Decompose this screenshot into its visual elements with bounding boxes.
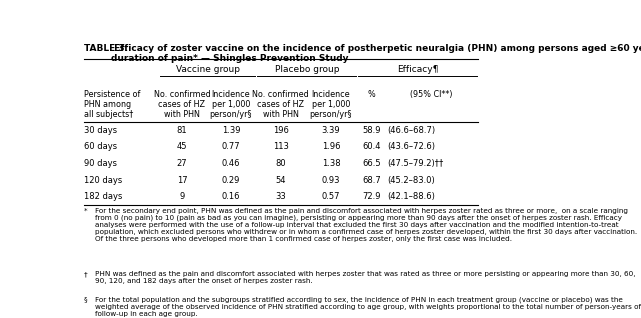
Text: 0.46: 0.46	[222, 159, 240, 168]
Text: 0.77: 0.77	[222, 142, 240, 151]
Text: 196: 196	[272, 126, 288, 135]
Text: 0.93: 0.93	[322, 176, 340, 185]
Text: 90 days: 90 days	[84, 159, 117, 168]
Text: †: †	[84, 271, 88, 277]
Text: 1.38: 1.38	[322, 159, 340, 168]
Text: Efficacy¶: Efficacy¶	[397, 66, 438, 74]
Text: 120 days: 120 days	[84, 176, 122, 185]
Text: 1.96: 1.96	[322, 142, 340, 151]
Text: 9: 9	[179, 192, 185, 201]
Text: 66.5: 66.5	[362, 159, 381, 168]
Text: Incidence
per 1,000
person/yr§: Incidence per 1,000 person/yr§	[210, 90, 252, 119]
Text: Persistence of
PHN among
all subjects†: Persistence of PHN among all subjects†	[84, 90, 140, 119]
Text: *: *	[84, 208, 88, 214]
Text: (46.6–68.7): (46.6–68.7)	[387, 126, 435, 135]
Text: Incidence
per 1,000
person/yr§: Incidence per 1,000 person/yr§	[310, 90, 353, 119]
Text: No. confirmed
cases of HZ
with PHN: No. confirmed cases of HZ with PHN	[252, 90, 309, 119]
Text: (95% CI**): (95% CI**)	[410, 90, 453, 99]
Text: 17: 17	[177, 176, 187, 185]
Text: %: %	[367, 90, 376, 99]
Text: 0.57: 0.57	[322, 192, 340, 201]
Text: (43.6–72.6): (43.6–72.6)	[387, 142, 435, 151]
Text: For the total population and the subgroups stratified according to sex, the inci: For the total population and the subgrou…	[95, 297, 641, 317]
Text: 33: 33	[275, 192, 286, 201]
Text: 0.29: 0.29	[222, 176, 240, 185]
Text: 0.16: 0.16	[222, 192, 240, 201]
Text: No. confirmed
cases of HZ
with PHN: No. confirmed cases of HZ with PHN	[154, 90, 210, 119]
Text: (47.5–79.2)††: (47.5–79.2)††	[387, 159, 444, 168]
Text: 30 days: 30 days	[84, 126, 117, 135]
Text: (42.1–88.6): (42.1–88.6)	[387, 192, 435, 201]
Text: 27: 27	[177, 159, 187, 168]
Text: 68.7: 68.7	[362, 176, 381, 185]
Text: §: §	[84, 297, 88, 303]
Text: PHN was defined as the pain and discomfort associated with herpes zoster that wa: PHN was defined as the pain and discomfo…	[95, 271, 635, 284]
Text: 60.4: 60.4	[362, 142, 381, 151]
Text: For the secondary end point, PHN was defined as the pain and discomfort associat: For the secondary end point, PHN was def…	[95, 208, 637, 242]
Text: (45.2–83.0): (45.2–83.0)	[387, 176, 435, 185]
Text: 72.9: 72.9	[362, 192, 381, 201]
Text: 182 days: 182 days	[84, 192, 122, 201]
Text: Vaccine group: Vaccine group	[176, 66, 240, 74]
Text: 1.39: 1.39	[222, 126, 240, 135]
Text: 54: 54	[276, 176, 286, 185]
Text: 113: 113	[272, 142, 288, 151]
Text: Efficacy of zoster vaccine on the incidence of postherpetic neuralgia (PHN) amon: Efficacy of zoster vaccine on the incide…	[112, 44, 641, 63]
Text: 58.9: 58.9	[362, 126, 381, 135]
Text: Placebo group: Placebo group	[274, 66, 339, 74]
Text: 45: 45	[177, 142, 187, 151]
Text: TABLE 3.: TABLE 3.	[84, 44, 128, 52]
Text: 60 days: 60 days	[84, 142, 117, 151]
Text: 3.39: 3.39	[322, 126, 340, 135]
Text: 80: 80	[275, 159, 286, 168]
Text: 81: 81	[177, 126, 187, 135]
